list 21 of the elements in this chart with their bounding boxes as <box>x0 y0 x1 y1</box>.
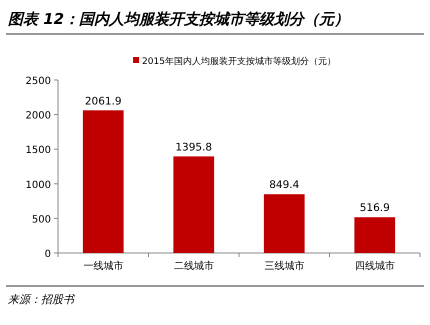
y-tick-label: 0 <box>44 249 51 260</box>
x-tick-label: 三线城市 <box>264 260 304 272</box>
data-label: 1395.8 <box>175 141 212 154</box>
y-tick-label: 500 <box>32 214 51 226</box>
bar <box>82 110 124 253</box>
data-label: 849.4 <box>269 179 300 192</box>
x-tick-label: 二线城市 <box>174 260 214 272</box>
x-tick-label: 一线城市 <box>83 260 124 272</box>
source-note: 来源：招股书 <box>8 293 76 306</box>
data-label: 516.9 <box>360 202 390 214</box>
data-label: 2061.9 <box>84 95 122 108</box>
y-tick-label: 2000 <box>26 110 51 122</box>
legend-label: 2015年国内人均服装开支按城市等级划分（元） <box>142 56 336 67</box>
bar <box>173 156 214 253</box>
y-tick-label: 1500 <box>26 145 51 156</box>
chart-title: 图表 12：国内人均服装开支按城市等级划分（元） <box>8 10 350 28</box>
x-tick-label: 四线城市 <box>354 260 395 272</box>
y-tick-label: 1000 <box>26 180 51 191</box>
bar <box>354 217 396 253</box>
bar <box>264 194 305 253</box>
y-tick-label: 2500 <box>26 76 51 87</box>
